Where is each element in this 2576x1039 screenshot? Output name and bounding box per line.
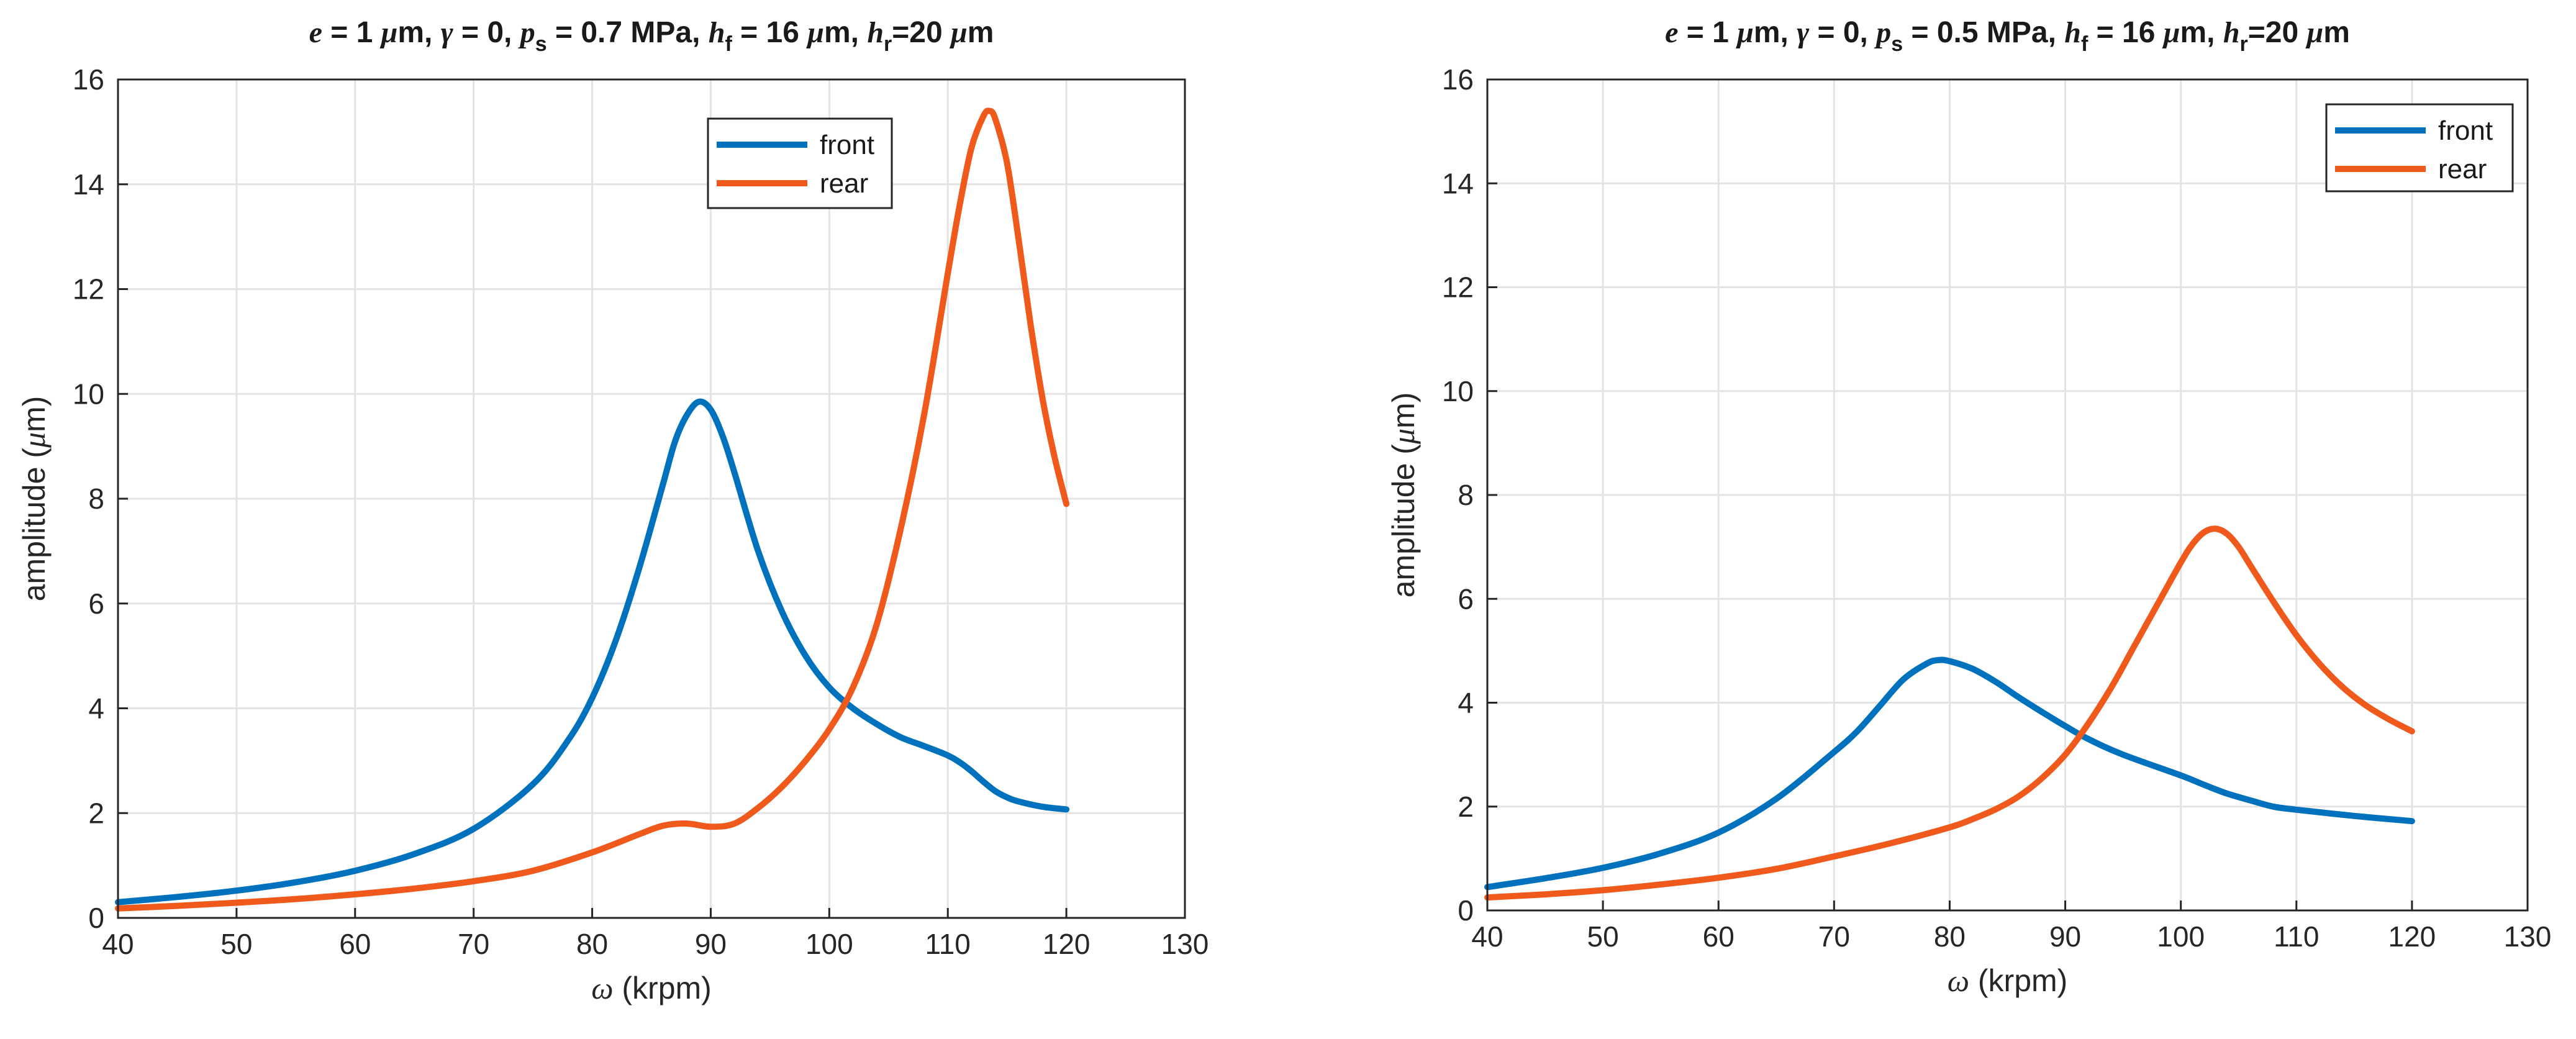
left-y-tick-label-2: 4 xyxy=(88,692,104,725)
left-x-tick-label-9: 130 xyxy=(1161,928,1209,960)
left-series-lines xyxy=(115,107,1070,912)
right-y-tick-label-4: 8 xyxy=(1458,479,1474,511)
right-chart-title: e = 1 μm, γ = 0, ps = 0.5 MPa, hf = 16 μ… xyxy=(1665,16,2350,56)
right-x-tick-label-6: 100 xyxy=(2157,920,2205,953)
right-y-tick-label-6: 12 xyxy=(1442,271,1474,304)
right-x-tick-label-8: 120 xyxy=(2388,920,2436,953)
left-x-tick-label-8: 120 xyxy=(1043,928,1091,960)
left-grid xyxy=(117,78,1186,919)
right-series-lines xyxy=(1484,525,2415,901)
left-x-tick-label-0: 40 xyxy=(102,928,134,960)
right-y-tick-label-5: 10 xyxy=(1442,375,1474,407)
right-chart-panel: 40 50 60 70 80 90 100 110 120 130 0 2 4 6 8 10 12 14 16 e… xyxy=(1386,16,2551,998)
left-legend-front-label: front xyxy=(820,130,874,160)
left-y-tick-label-1: 2 xyxy=(88,797,104,829)
left-y-tick-label-4: 8 xyxy=(88,483,104,515)
right-x-tick-label-7: 110 xyxy=(2274,920,2319,953)
left-y-tick-label-8: 16 xyxy=(73,63,104,96)
left-x-tick-label-4: 80 xyxy=(576,928,608,960)
right-series-front-line xyxy=(1484,656,2415,891)
left-x-tick-label-5: 90 xyxy=(695,928,727,960)
left-x-tick-label-6: 100 xyxy=(805,928,853,960)
right-y-axis-label: amplitude (μm) xyxy=(1386,392,1421,598)
right-x-ticks: 40 50 60 70 80 90 100 110 120 130 xyxy=(1471,901,2551,953)
right-y-tick-label-0: 0 xyxy=(1458,894,1474,927)
right-x-tick-label-3: 70 xyxy=(1818,920,1850,953)
right-legend-rear-label: rear xyxy=(2438,154,2487,184)
left-y-tick-label-3: 6 xyxy=(88,588,104,620)
left-y-tick-label-6: 12 xyxy=(73,273,104,306)
right-x-tick-label-1: 50 xyxy=(1587,920,1619,953)
right-x-tick-label-9: 130 xyxy=(2504,920,2552,953)
left-legend-box xyxy=(707,117,893,209)
right-x-axis-label: ω (krpm) xyxy=(1948,963,2068,998)
left-legend: front rear xyxy=(707,117,893,209)
left-x-ticks: 40 50 60 70 80 90 100 110 120 130 xyxy=(102,908,1209,960)
right-y-tick-label-7: 14 xyxy=(1442,167,1474,199)
left-chart-panel: 40 50 60 70 80 90 100 110 120 130 0 2 4 6 8 10 12 14 16 e… xyxy=(17,16,1209,1005)
left-y-ticks: 0 2 4 6 8 10 12 14 16 xyxy=(73,63,128,934)
right-x-tick-label-5: 90 xyxy=(2049,920,2081,953)
left-y-axis-label: amplitude (μm) xyxy=(17,396,52,602)
left-series-rear-line xyxy=(115,107,1070,912)
left-legend-rear-label: rear xyxy=(820,168,868,199)
left-chart-title: e = 1 μm, γ = 0, ps = 0.7 MPa, hf = 16 μ… xyxy=(309,16,994,56)
right-y-tick-label-2: 4 xyxy=(1458,687,1474,719)
right-x-tick-label-0: 40 xyxy=(1471,920,1503,953)
right-legend-front-label: front xyxy=(2438,116,2493,146)
left-x-tick-label-3: 70 xyxy=(458,928,489,960)
left-x-tick-label-1: 50 xyxy=(220,928,252,960)
left-x-axis-label: ω (krpm) xyxy=(591,971,712,1005)
right-legend-box xyxy=(2325,103,2514,193)
left-y-tick-label-7: 14 xyxy=(73,168,104,201)
left-x-tick-label-7: 110 xyxy=(925,928,971,960)
right-y-tick-label-3: 6 xyxy=(1458,583,1474,615)
right-y-tick-label-1: 2 xyxy=(1458,791,1474,823)
right-y-ticks: 0 2 4 6 8 10 12 14 16 xyxy=(1442,63,1497,927)
left-y-tick-label-5: 10 xyxy=(73,378,104,410)
left-x-tick-label-2: 60 xyxy=(339,928,371,960)
left-y-tick-label-0: 0 xyxy=(88,902,104,934)
right-series-rear-line xyxy=(1484,525,2415,901)
right-x-tick-label-2: 60 xyxy=(1703,920,1735,953)
right-legend: front rear xyxy=(2325,103,2514,193)
right-grid xyxy=(1486,78,2529,912)
left-series-front-line xyxy=(115,398,1070,905)
right-x-tick-label-4: 80 xyxy=(1934,920,1966,953)
right-y-tick-label-8: 16 xyxy=(1442,63,1474,96)
